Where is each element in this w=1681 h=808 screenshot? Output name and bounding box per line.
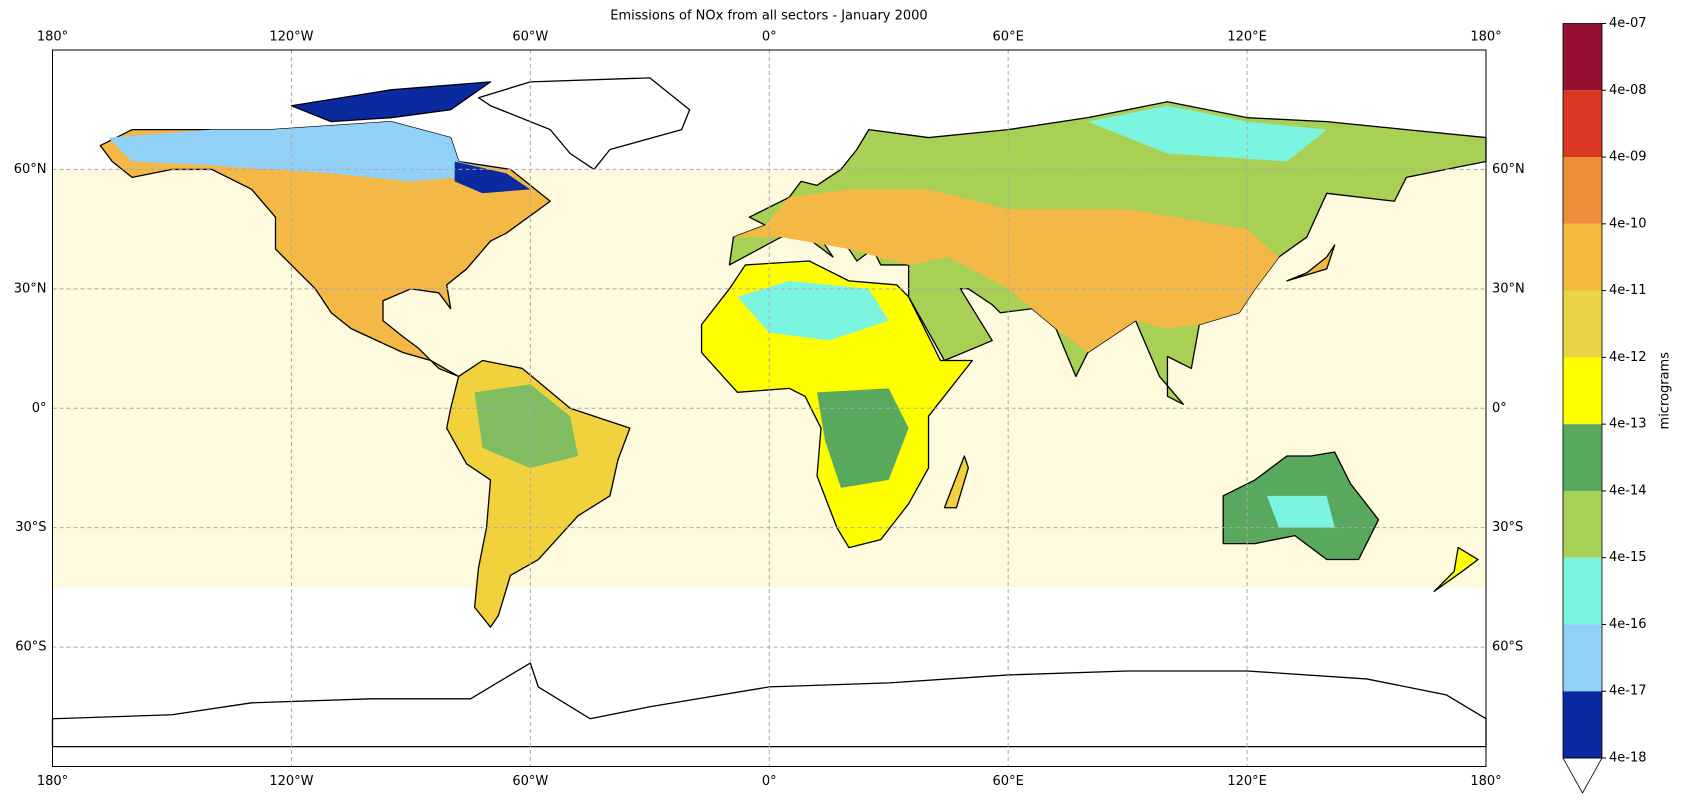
- siberia-cold: [1087, 105, 1327, 162]
- y-tick-label-left: 30°N: [14, 281, 47, 296]
- x-tick-label-bottom: 180°: [37, 774, 68, 789]
- colorbar-segment: [1563, 357, 1602, 425]
- x-tick-label-top: 60°W: [512, 30, 548, 45]
- colorbar-segment: [1563, 23, 1602, 91]
- colorbar-label: micrograms: [1658, 352, 1673, 430]
- colorbar-segment: [1563, 557, 1602, 625]
- colorbar: 4e-18 4e-17 4e-16 4e-15 4e-14 4e-13 4e-12 4e-11…: [1562, 16, 1673, 794]
- colorbar-tick-label: 4e-09: [1609, 150, 1647, 165]
- graticule: [52, 50, 1486, 767]
- x-tick-label-bottom: 60°W: [512, 774, 548, 789]
- y-tick-label-right: 60°N: [1492, 162, 1525, 177]
- madagascar: [944, 456, 968, 508]
- colorbar-tick-label: 4e-17: [1609, 684, 1647, 699]
- x-tick-label-top: 60°E: [993, 30, 1024, 45]
- x-tick-label-top: 180°: [1470, 30, 1501, 45]
- x-tick-label-top: 0°: [762, 30, 777, 45]
- y-tick-label-right: 60°S: [1492, 640, 1523, 655]
- y-tick-label-right: 30°N: [1492, 281, 1525, 296]
- colorbar-tick-label: 4e-13: [1609, 417, 1647, 432]
- japan: [1287, 245, 1335, 281]
- y-tick-label-left: 60°N: [14, 162, 47, 177]
- europe-asia-emissions: [733, 189, 1279, 353]
- greenland: [479, 78, 690, 170]
- sahara: [737, 280, 889, 341]
- colorbar-extend: [1562, 757, 1603, 794]
- x-tick-label-top: 180°: [37, 30, 68, 45]
- colorbar-segment: [1563, 424, 1602, 491]
- colorbar-segment: [1563, 157, 1602, 224]
- north-america: [100, 122, 550, 377]
- colorbar-frame: [1562, 23, 1603, 759]
- arctic-islands: [291, 82, 490, 122]
- x-tick-label-bottom: 60°E: [993, 774, 1024, 789]
- colorbar-tick-label: 4e-11: [1609, 283, 1647, 298]
- map-frame: [52, 49, 1487, 767]
- x-tick-label-bottom: 0°: [762, 774, 777, 789]
- y-tick-label-left: 60°S: [15, 640, 46, 655]
- x-tick-label-bottom: 120°E: [1227, 774, 1267, 789]
- colorbar-segment: [1563, 624, 1602, 692]
- colorbar-tick-label: 4e-15: [1609, 550, 1647, 565]
- x-tick-label-top: 120°E: [1227, 30, 1267, 45]
- new-zealand: [1434, 548, 1478, 592]
- colorbar-segment: [1563, 223, 1602, 291]
- y-tick-label-right: 30°S: [1492, 520, 1523, 535]
- x-tick-label-top: 120°W: [269, 30, 313, 45]
- y-tick-label-left: 0°: [32, 401, 47, 416]
- central-africa: [817, 388, 909, 488]
- y-tick-label-right: 0°: [1492, 401, 1507, 416]
- colorbar-tick-label: 4e-12: [1609, 350, 1647, 365]
- x-tick-label-bottom: 180°: [1470, 774, 1501, 789]
- colorbar-tick-label: 4e-07: [1609, 16, 1647, 31]
- map-title: Emissions of NOx from all sectors - Janu…: [610, 9, 927, 24]
- colorbar-segment: [1563, 490, 1602, 558]
- colorbar-tick-label: 4e-16: [1609, 617, 1647, 632]
- y-tick-label-left: 30°S: [15, 520, 46, 535]
- colorbar-tick-label: 4e-10: [1609, 216, 1647, 231]
- amazon: [474, 384, 579, 468]
- colorbar-tick-label: 4e-18: [1609, 751, 1647, 766]
- colorbar-segment: [1563, 290, 1602, 358]
- colorbar-tick-label: 4e-08: [1609, 83, 1647, 98]
- australia-interior: [1266, 495, 1335, 528]
- colorbar-segment: [1563, 691, 1602, 758]
- canada-cold: [108, 121, 507, 182]
- colorbar-tick-label: 4e-14: [1609, 483, 1647, 498]
- colorbar-segment: [1563, 90, 1602, 158]
- x-tick-label-bottom: 120°W: [269, 774, 313, 789]
